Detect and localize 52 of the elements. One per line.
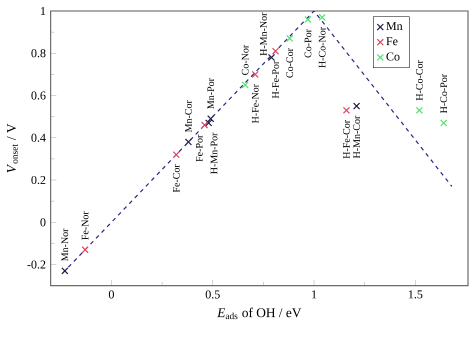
point (172, 151, 180, 158)
y-tick-label: 0.2 (31, 176, 46, 184)
point (318, 14, 326, 21)
x-tick-label: 1 (312, 290, 316, 298)
point (205, 119, 212, 127)
point (201, 121, 208, 129)
y-tick-label: 0.6 (31, 91, 46, 100)
annotation: Mn-Nor (62, 228, 68, 261)
annotation: H-Co-Cor (416, 60, 423, 100)
point (272, 48, 280, 55)
point (242, 81, 249, 89)
y-tick-label: 0 (40, 218, 46, 226)
y-tick-label: 0.4 (31, 134, 46, 142)
annotation: Co-Por (304, 29, 312, 58)
annotation: Co-Cor (286, 48, 294, 78)
annotation: Fe-Por (196, 134, 203, 162)
y-tick-label: 1 (41, 7, 46, 15)
annotation: H-Co-Por (440, 74, 448, 114)
point (207, 115, 214, 122)
point (81, 246, 89, 254)
annotation: Fe-Cor (172, 164, 180, 192)
annotation: Mn-Por (207, 78, 214, 109)
point (440, 119, 448, 127)
legend-label: Fe (386, 37, 398, 46)
annotation: H-Fe-Nor (252, 84, 259, 124)
y-tick-label: -0.2 (27, 260, 46, 269)
point (268, 54, 276, 62)
x-tick-label: 0.5 (206, 290, 220, 299)
annotation: Fe-Nor (82, 211, 88, 240)
point (304, 16, 312, 24)
x-tick-label: 0 (108, 290, 114, 298)
annotation: H-Fe-Cor (343, 120, 350, 158)
point (342, 106, 350, 114)
legend-label: Co (386, 52, 400, 61)
point (416, 106, 423, 114)
point (61, 267, 68, 274)
x-axis-title: E$_{ads}$ of OH / eV (217, 308, 302, 320)
point (286, 34, 294, 42)
y-axis-title: V$_{onset}$ / V (6, 124, 18, 173)
x-tick-label: 1.5 (408, 290, 422, 298)
annotation: Co-Nor (242, 44, 249, 75)
annotation: H-Fe-Por (272, 60, 279, 98)
legend-label: Mn (386, 22, 402, 30)
point (184, 138, 192, 146)
point (252, 70, 259, 78)
annotation: H-Mn-Por (210, 132, 218, 174)
annotation: H-Co-Nor (318, 27, 326, 68)
point (352, 102, 360, 110)
annotation: H-Mn-Cor (353, 116, 360, 158)
annotation: Mn-Cor (185, 100, 192, 132)
y-tick-label: 0.8 (31, 49, 46, 58)
annotation: H-Mn-Nor (260, 12, 267, 56)
